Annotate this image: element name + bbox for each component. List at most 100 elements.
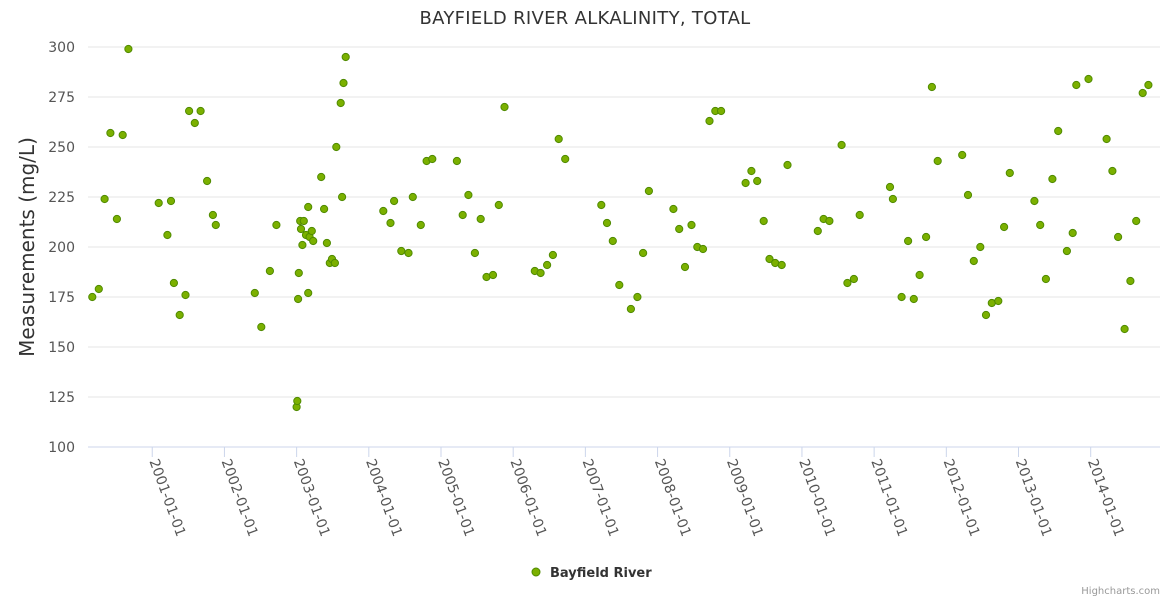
data-point-0-78[interactable] (639, 248, 648, 258)
data-point-0-89[interactable] (741, 178, 750, 188)
data-point-0-132[interactable] (1108, 166, 1117, 176)
data-point-0-112[interactable] (933, 156, 942, 166)
data-point-0-65[interactable] (500, 102, 509, 112)
data-point-0-15[interactable] (196, 106, 205, 116)
data-point-0-38[interactable] (320, 204, 329, 214)
data-point-0-129[interactable] (1072, 80, 1081, 90)
data-point-0-79[interactable] (644, 186, 654, 196)
data-point-0-19[interactable] (250, 288, 259, 298)
data-point-0-122[interactable] (1030, 196, 1039, 206)
data-point-0-75[interactable] (615, 280, 624, 290)
data-point-0-95[interactable] (777, 260, 786, 270)
data-point-0-36[interactable] (309, 236, 318, 246)
data-point-0-130[interactable] (1084, 74, 1093, 84)
data-point-0-73[interactable] (602, 218, 612, 228)
data-point-0-47[interactable] (341, 52, 350, 62)
data-point-0-53[interactable] (408, 192, 417, 202)
data-point-0-0[interactable] (88, 292, 97, 302)
data-point-0-37[interactable] (317, 172, 326, 182)
data-point-0-108[interactable] (909, 294, 918, 304)
data-point-0-134[interactable] (1120, 324, 1129, 334)
data-point-0-119[interactable] (994, 296, 1003, 306)
data-point-0-16[interactable] (203, 176, 212, 186)
data-point-0-88[interactable] (717, 106, 726, 116)
data-point-0-3[interactable] (106, 128, 115, 138)
data-point-0-67[interactable] (536, 268, 545, 278)
data-point-0-91[interactable] (753, 176, 762, 186)
data-point-0-48[interactable] (379, 206, 388, 216)
data-point-0-99[interactable] (825, 216, 834, 226)
data-point-0-97[interactable] (813, 226, 822, 236)
data-point-0-18[interactable] (211, 220, 220, 230)
data-point-0-105[interactable] (888, 194, 898, 204)
data-point-0-113[interactable] (958, 150, 967, 160)
data-point-0-93[interactable] (765, 254, 774, 264)
data-point-0-58[interactable] (458, 210, 467, 220)
data-point-0-24[interactable] (293, 396, 302, 406)
data-point-0-117[interactable] (981, 310, 991, 320)
data-point-0-110[interactable] (922, 232, 931, 242)
data-point-0-59[interactable] (464, 190, 473, 200)
data-point-0-61[interactable] (476, 214, 485, 224)
data-point-0-69[interactable] (548, 250, 558, 260)
data-point-0-7[interactable] (154, 198, 163, 208)
data-point-0-2[interactable] (100, 194, 109, 204)
data-point-0-12[interactable] (181, 290, 190, 300)
data-point-0-57[interactable] (452, 156, 461, 166)
data-point-0-32[interactable] (304, 288, 313, 298)
data-point-0-77[interactable] (633, 292, 642, 302)
data-point-0-70[interactable] (554, 134, 563, 144)
data-point-0-11[interactable] (175, 310, 184, 320)
data-point-0-30[interactable] (299, 216, 308, 226)
data-point-0-25[interactable] (294, 294, 303, 304)
data-point-0-109[interactable] (915, 270, 924, 280)
data-point-0-26[interactable] (294, 268, 303, 278)
data-point-0-54[interactable] (416, 220, 425, 230)
data-point-0-60[interactable] (470, 248, 479, 258)
data-point-0-85[interactable] (698, 244, 708, 254)
data-point-0-90[interactable] (747, 166, 756, 176)
data-point-0-63[interactable] (488, 270, 498, 280)
data-point-0-56[interactable] (428, 154, 437, 164)
data-point-0-17[interactable] (208, 210, 217, 220)
data-point-0-103[interactable] (855, 210, 864, 220)
data-point-0-43[interactable] (332, 142, 341, 152)
data-point-0-107[interactable] (904, 236, 913, 246)
data-point-0-128[interactable] (1068, 228, 1077, 238)
data-point-0-13[interactable] (185, 106, 194, 116)
data-point-0-120[interactable] (1000, 222, 1009, 232)
data-point-0-52[interactable] (404, 248, 413, 258)
data-point-0-68[interactable] (543, 260, 552, 270)
data-point-0-50[interactable] (390, 196, 399, 206)
data-point-0-131[interactable] (1102, 134, 1111, 144)
data-point-0-6[interactable] (124, 44, 133, 54)
data-point-0-92[interactable] (759, 216, 768, 226)
data-point-0-106[interactable] (897, 292, 906, 302)
data-point-0-74[interactable] (608, 236, 617, 246)
data-point-0-114[interactable] (963, 190, 973, 200)
data-point-0-136[interactable] (1132, 216, 1141, 226)
data-point-0-33[interactable] (304, 202, 313, 212)
data-point-0-10[interactable] (169, 278, 178, 288)
legend-item-bayfield-river[interactable]: Bayfield River (550, 566, 652, 581)
data-point-0-104[interactable] (885, 182, 895, 192)
data-point-0-126[interactable] (1054, 126, 1063, 136)
data-point-0-64[interactable] (494, 200, 503, 210)
data-point-0-138[interactable] (1144, 80, 1153, 90)
data-point-0-101[interactable] (843, 278, 852, 288)
data-point-0-49[interactable] (386, 218, 395, 228)
data-point-0-127[interactable] (1062, 246, 1072, 256)
data-point-0-51[interactable] (397, 246, 406, 256)
data-point-0-123[interactable] (1036, 220, 1045, 230)
data-point-0-21[interactable] (265, 266, 274, 276)
data-point-0-76[interactable] (626, 304, 636, 314)
data-point-0-125[interactable] (1048, 174, 1057, 184)
data-point-0-39[interactable] (322, 238, 331, 248)
data-point-0-137[interactable] (1138, 88, 1147, 98)
data-point-0-42[interactable] (330, 258, 339, 268)
data-point-0-22[interactable] (272, 220, 281, 230)
data-point-0-46[interactable] (339, 78, 348, 88)
data-point-0-121[interactable] (1005, 168, 1014, 178)
data-point-0-80[interactable] (669, 204, 678, 214)
data-point-0-124[interactable] (1041, 274, 1051, 284)
